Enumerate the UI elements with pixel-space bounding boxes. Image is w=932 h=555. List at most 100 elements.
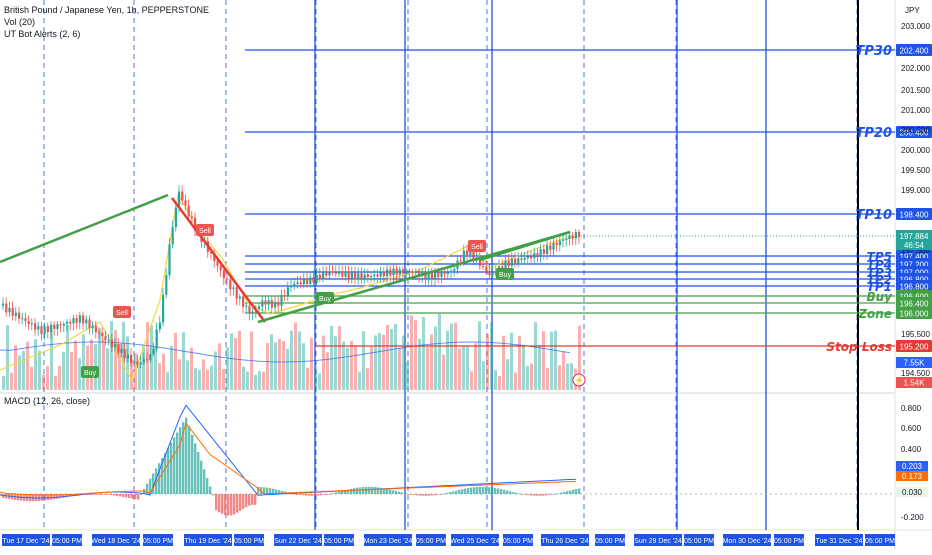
time-axis-badge [595,534,625,546]
candle-body [181,191,184,201]
candle-body [309,277,312,285]
candle-body [453,269,456,271]
macd-histogram-bar [377,487,380,494]
volume-indicator-label[interactable]: Vol (20) [4,17,36,27]
volume-bar [358,372,361,390]
macd-histogram-bar [230,494,233,516]
candle-body [322,272,325,280]
volume-bar [170,345,173,390]
macd-histogram-bar [491,487,494,494]
price-axis-tick: 199.000 [901,186,930,195]
macd-histogram-bar [362,487,365,494]
candle-body [395,268,398,275]
symbol-title[interactable]: British Pound / Japanese Yen, 1h, PEPPER… [4,5,209,15]
volume-ma-line [0,341,571,363]
price-axis-tick: 195.500 [901,330,930,339]
candle-body [216,261,219,266]
macd-histogram-bar [59,494,62,499]
time-axis-badge [234,534,264,546]
macd-histogram-bar [293,493,296,495]
volume-bar [506,359,509,390]
macd-histogram-bar [422,494,425,496]
candle-body [219,265,222,271]
macd-histogram-bar [41,494,44,501]
volume-bar [22,351,25,390]
macd-histogram-bar [419,494,422,496]
candle-body [152,349,155,355]
macd-histogram-bar [482,486,485,494]
candle-body [539,249,542,258]
volume-bar [26,341,29,390]
volume-bar [162,353,165,390]
candle-body [558,240,561,246]
candle-body [235,287,238,299]
volume-bar [98,328,101,390]
volume-bar [498,375,501,390]
macd-histogram-bar [209,486,212,494]
volume-bar [290,330,293,390]
macd-histogram-bar [2,494,5,498]
ut-bot-indicator-label[interactable]: UT Bot Alerts (2, 6) [4,29,81,39]
macd-histogram-bar [299,494,302,495]
candle-body [226,278,229,280]
candle-body [34,323,37,330]
level-label: TP3 [867,266,892,280]
volume-bar [438,314,441,390]
candle-body [117,343,120,353]
volume-bar [226,347,229,390]
sell-signal-text: Sell [471,244,483,251]
macd-histogram-bar [518,493,521,495]
macd-histogram-bar [533,494,536,496]
trend-line-up-left [0,193,169,264]
macd-histogram-bar [281,490,284,494]
time-axis-badge [684,534,714,546]
macd-histogram-bar [437,494,440,495]
macd-histogram-bar [368,486,371,494]
candle-body [174,207,177,228]
candle-body [242,296,245,307]
macd-histogram-bar [527,494,530,496]
candle-body [222,270,225,279]
volume-bar [502,335,505,390]
time-axis-badge [274,534,322,546]
candle-body [514,258,517,264]
candle-body [110,339,113,347]
macd-histogram-bar [104,494,107,495]
macd-histogram-bar [62,494,65,498]
candle-body [18,312,21,319]
candle-body [88,319,91,329]
macd-histogram-bar [122,494,125,497]
candle-body [306,279,309,285]
candle-body [418,271,421,276]
volume-bar [402,335,405,390]
volume-bar [70,352,73,390]
volume-bar [186,360,189,390]
macd-histogram-bar [221,494,224,514]
volume-bar [382,334,385,390]
candle-body [270,300,273,308]
macd-histogram-bar [305,494,308,496]
candle-body [382,271,385,277]
volume-bar [302,343,305,390]
candle-body [248,305,251,314]
level-label: TP4 [867,258,892,272]
candle-body [91,325,94,329]
volume-bar [222,369,225,390]
time-axis-tick: 05:00 PM [143,538,173,545]
macd-histogram-bar [503,489,506,494]
macd-histogram-bar [458,489,461,494]
volume-bar [354,345,357,390]
macd-histogram-bar [119,494,122,497]
macd-histogram-bar [329,493,332,495]
time-axis-tick: 05:00 PM [52,538,82,545]
volume-bar [398,347,401,390]
macd-histogram-bar [203,469,206,494]
macd-histogram-bar [449,492,452,494]
time-axis-badge [2,534,50,546]
volume-bar [54,375,57,390]
volume-bar [234,338,237,390]
sell-signal-badge [113,306,131,318]
macd-indicator-label[interactable]: MACD (12, 26, close) [4,396,91,406]
